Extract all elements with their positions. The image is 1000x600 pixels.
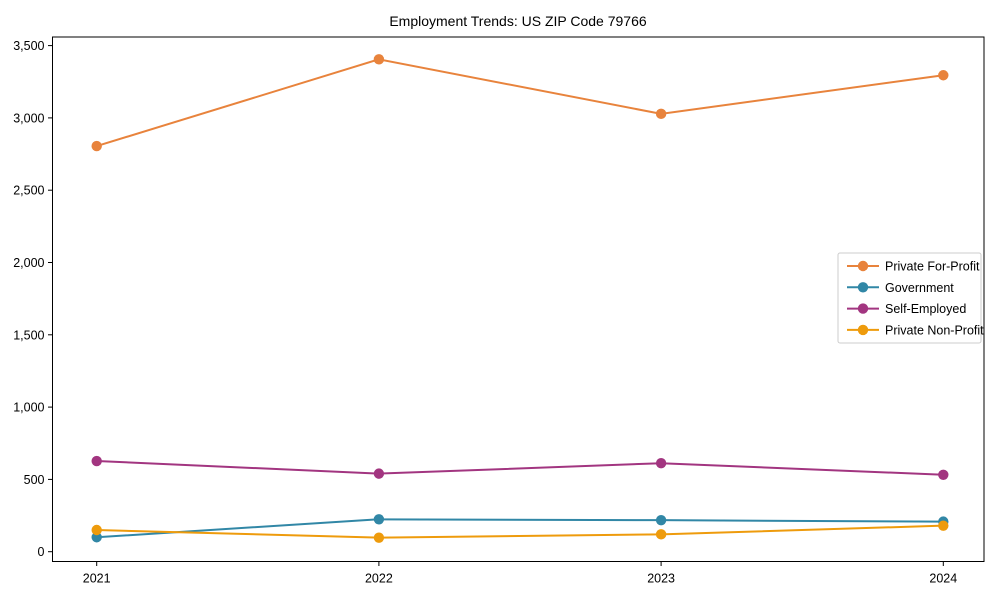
legend-label-government: Government <box>885 281 954 295</box>
data-point-private-non-profit <box>373 532 385 543</box>
data-point-self-employed <box>938 469 949 480</box>
y-axis-tick-label: 2,500 <box>13 184 44 198</box>
data-point-government <box>373 514 385 525</box>
y-axis-tick-label: 0 <box>38 545 45 559</box>
series-line-self-employed <box>96 460 944 476</box>
plot-area-border <box>52 36 985 562</box>
legend-marker-private-for-profit <box>857 260 869 272</box>
data-point-private-non-profit <box>938 520 949 531</box>
legend-box <box>837 252 982 344</box>
chart-title: Employment Trends: US ZIP Code 79766 <box>389 13 647 29</box>
data-point-self-employed <box>373 468 385 479</box>
x-axis-tick-label: 2022 <box>365 572 393 586</box>
x-axis-tick-label: 2024 <box>929 572 957 586</box>
data-point-private-for-profit <box>91 140 102 152</box>
y-axis-tick-label: 3,500 <box>13 39 44 53</box>
legend-marker-self-employed <box>857 303 869 314</box>
x-axis-tick-label: 2021 <box>83 572 111 586</box>
series-line-private-for-profit <box>96 58 944 148</box>
series-line-government <box>96 518 944 539</box>
legend-marker-private-non-profit <box>857 324 869 336</box>
y-axis-tick-label: 3,000 <box>13 111 44 125</box>
data-point-self-employed <box>655 458 667 469</box>
legend-label-private-non-profit: Private Non-Profit <box>885 323 984 337</box>
legend-label-self-employed: Self-Employed <box>885 302 966 316</box>
data-point-private-non-profit <box>655 529 667 540</box>
data-point-government <box>91 532 102 543</box>
legend-label-private-for-profit: Private For-Profit <box>885 260 980 274</box>
legend-marker-government <box>857 282 869 293</box>
data-point-private-for-profit <box>938 70 949 81</box>
y-axis-tick-label: 500 <box>24 473 45 487</box>
y-axis-tick-label: 2,000 <box>13 256 44 270</box>
data-point-self-employed <box>91 455 102 467</box>
data-point-private-non-profit <box>91 524 102 536</box>
data-point-private-for-profit <box>373 54 385 65</box>
y-axis-tick-label: 1,000 <box>13 401 44 415</box>
data-point-government <box>655 514 667 526</box>
x-axis-tick-label: 2023 <box>647 572 675 586</box>
y-axis-tick-label: 1,500 <box>13 328 44 342</box>
series-line-private-non-profit <box>96 524 944 539</box>
data-point-private-for-profit <box>655 108 667 120</box>
